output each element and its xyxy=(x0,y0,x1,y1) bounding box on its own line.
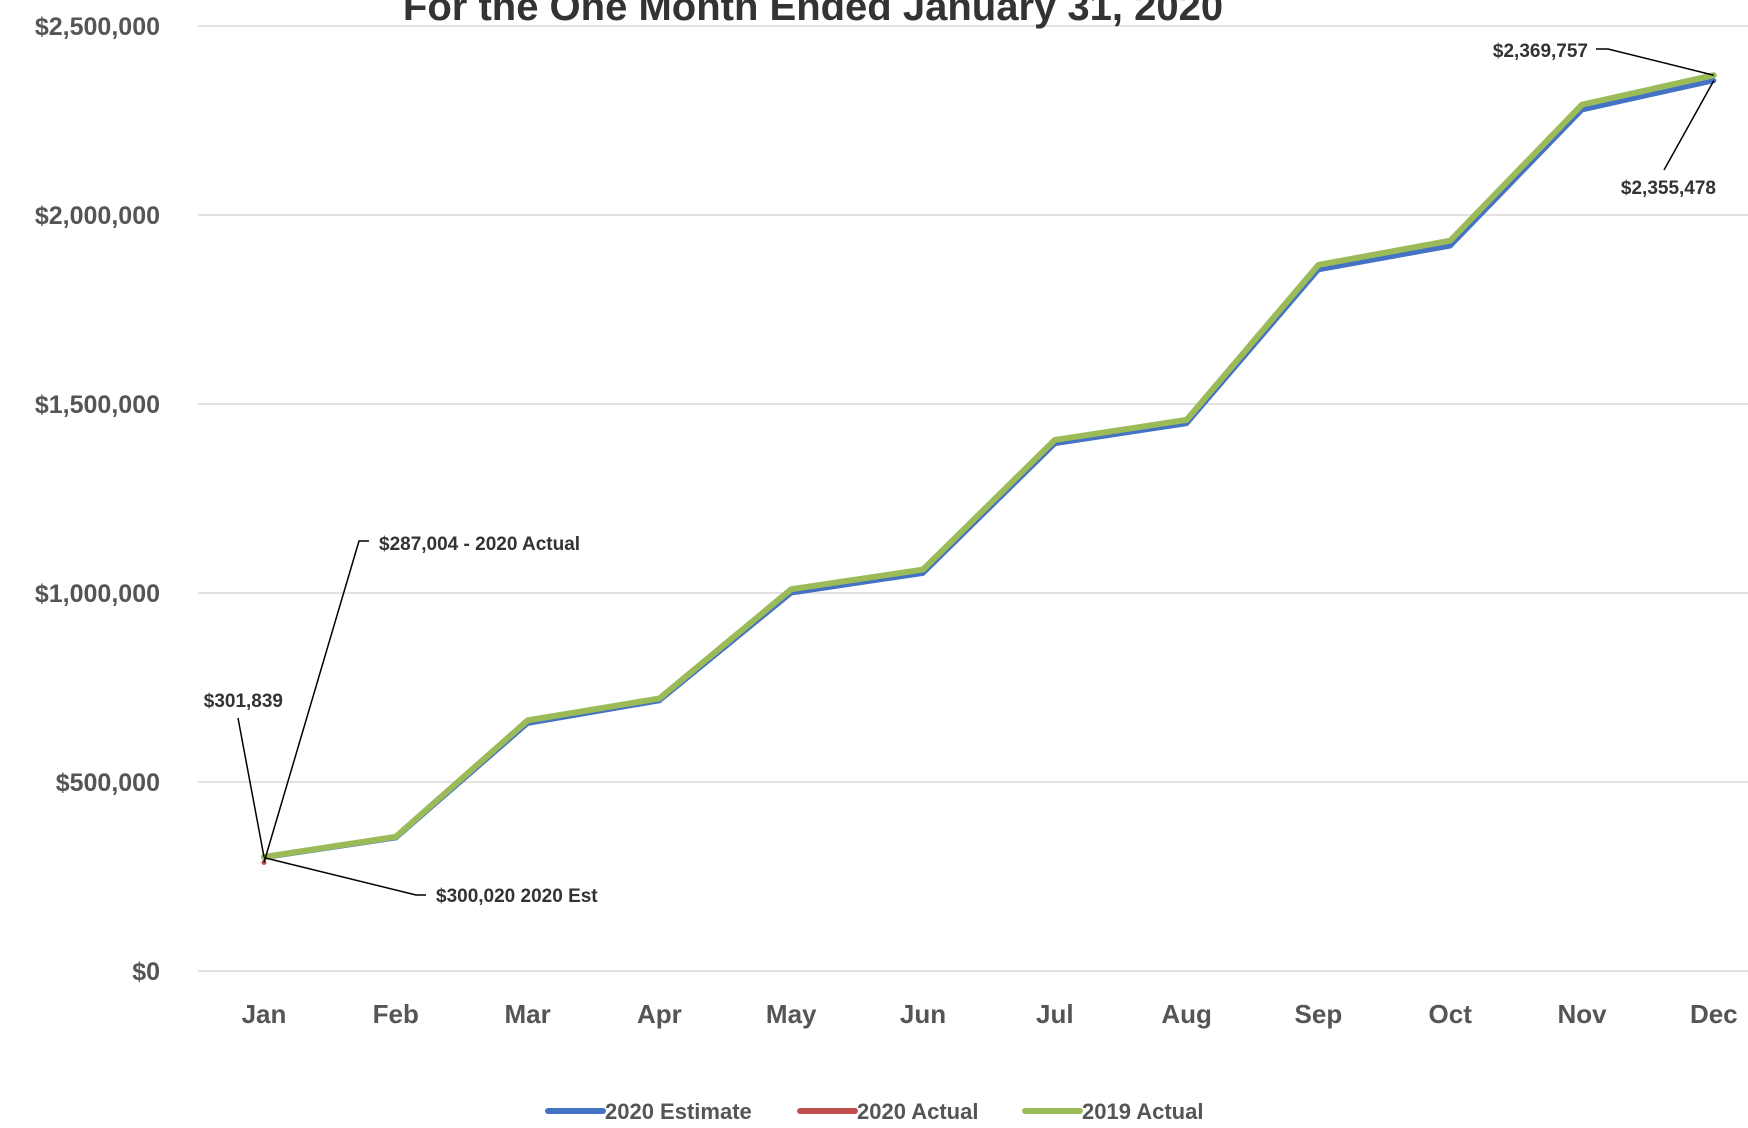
x-tick-label: Feb xyxy=(373,999,419,1029)
x-tick-label: Mar xyxy=(504,999,550,1029)
x-tick-label: Oct xyxy=(1429,999,1473,1029)
annotation-leader xyxy=(1663,80,1715,171)
legend: 2020 Estimate 2020 Actual 2019 Actual xyxy=(545,1099,1203,1124)
x-tick-label: Aug xyxy=(1161,999,1212,1029)
y-axis-ticks: $0 $500,000 $1,000,000 $1,500,000 $2,000,000… xyxy=(35,13,160,986)
x-tick-label: May xyxy=(766,999,817,1029)
annotation-leader xyxy=(1596,48,1714,76)
annotations: $287,004 - 2020 Actual $301,839 $300,020 2… xyxy=(204,41,1716,907)
data-label: $301,839 xyxy=(204,691,283,712)
legend-label: 2020 Estimate xyxy=(605,1099,752,1124)
gridlines xyxy=(198,25,1748,972)
y-tick-label: $2,000,000 xyxy=(35,202,160,230)
y-tick-label: $500,000 xyxy=(56,769,160,797)
x-tick-label: Sep xyxy=(1295,999,1343,1029)
x-axis-ticks: Jan Feb Mar Apr May Jun Jul Aug Sep Oct Nov Dec xyxy=(242,999,1738,1029)
x-tick-label: Jun xyxy=(900,999,946,1029)
series-line-2019-actual xyxy=(261,72,1717,860)
annotation-leader xyxy=(237,717,265,858)
x-tick-label: Nov xyxy=(1557,999,1607,1029)
series-lines xyxy=(261,72,1717,866)
data-label: $287,004 - 2020 Actual xyxy=(379,534,580,555)
annotation-leader xyxy=(263,856,426,896)
y-tick-label: $1,000,000 xyxy=(35,580,160,608)
y-tick-label: $1,500,000 xyxy=(35,391,160,419)
x-tick-label: Jul xyxy=(1036,999,1074,1029)
data-label: $2,355,478 xyxy=(1621,178,1716,199)
annotation-leader xyxy=(263,540,369,863)
y-tick-label: $0 xyxy=(132,958,160,986)
legend-label: 2019 Actual xyxy=(1082,1099,1203,1124)
legend-label: 2020 Actual xyxy=(857,1099,978,1124)
y-tick-label: $2,500,000 xyxy=(35,13,160,41)
data-label: $2,369,757 xyxy=(1493,41,1588,62)
data-label: $300,020 2020 Est xyxy=(436,886,598,907)
x-tick-label: Apr xyxy=(637,999,682,1029)
x-tick-label: Dec xyxy=(1690,999,1738,1029)
x-tick-label: Jan xyxy=(242,999,287,1029)
chart-title: For the One Month Ended January 31, 2020 xyxy=(403,0,1223,29)
